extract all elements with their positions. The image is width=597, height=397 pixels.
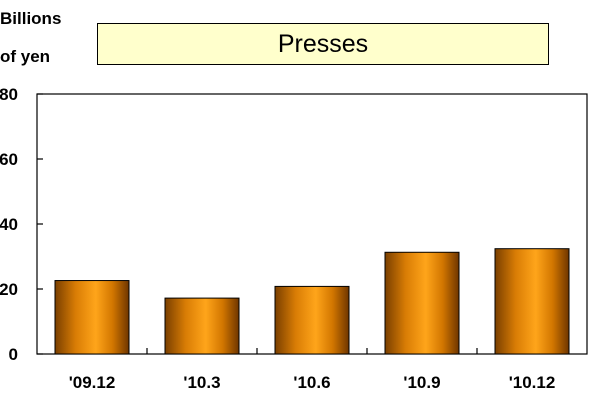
y-tick-label: 80 — [0, 85, 18, 104]
x-tick-label: '10.6 — [293, 373, 330, 392]
y-tick-label: 20 — [0, 280, 18, 299]
y-tick-label: 40 — [0, 215, 18, 234]
y-axis-label-line1: Billions — [0, 9, 62, 28]
chart-title: Presses — [277, 29, 369, 58]
chart-title-box: Presses — [97, 23, 549, 65]
y-axis-label-line2: of yen — [0, 47, 51, 66]
x-tick-label: '10.12 — [509, 373, 556, 392]
bar — [164, 297, 240, 355]
y-tick-label: 60 — [0, 150, 18, 169]
bar — [54, 280, 130, 355]
bar — [494, 248, 570, 355]
x-tick-label: '10.3 — [183, 373, 220, 392]
x-tick-label: '09.12 — [69, 373, 116, 392]
x-tick-label: '10.9 — [403, 373, 440, 392]
y-tick-label: 0 — [9, 345, 18, 364]
bar — [384, 251, 460, 355]
bar — [274, 285, 350, 355]
